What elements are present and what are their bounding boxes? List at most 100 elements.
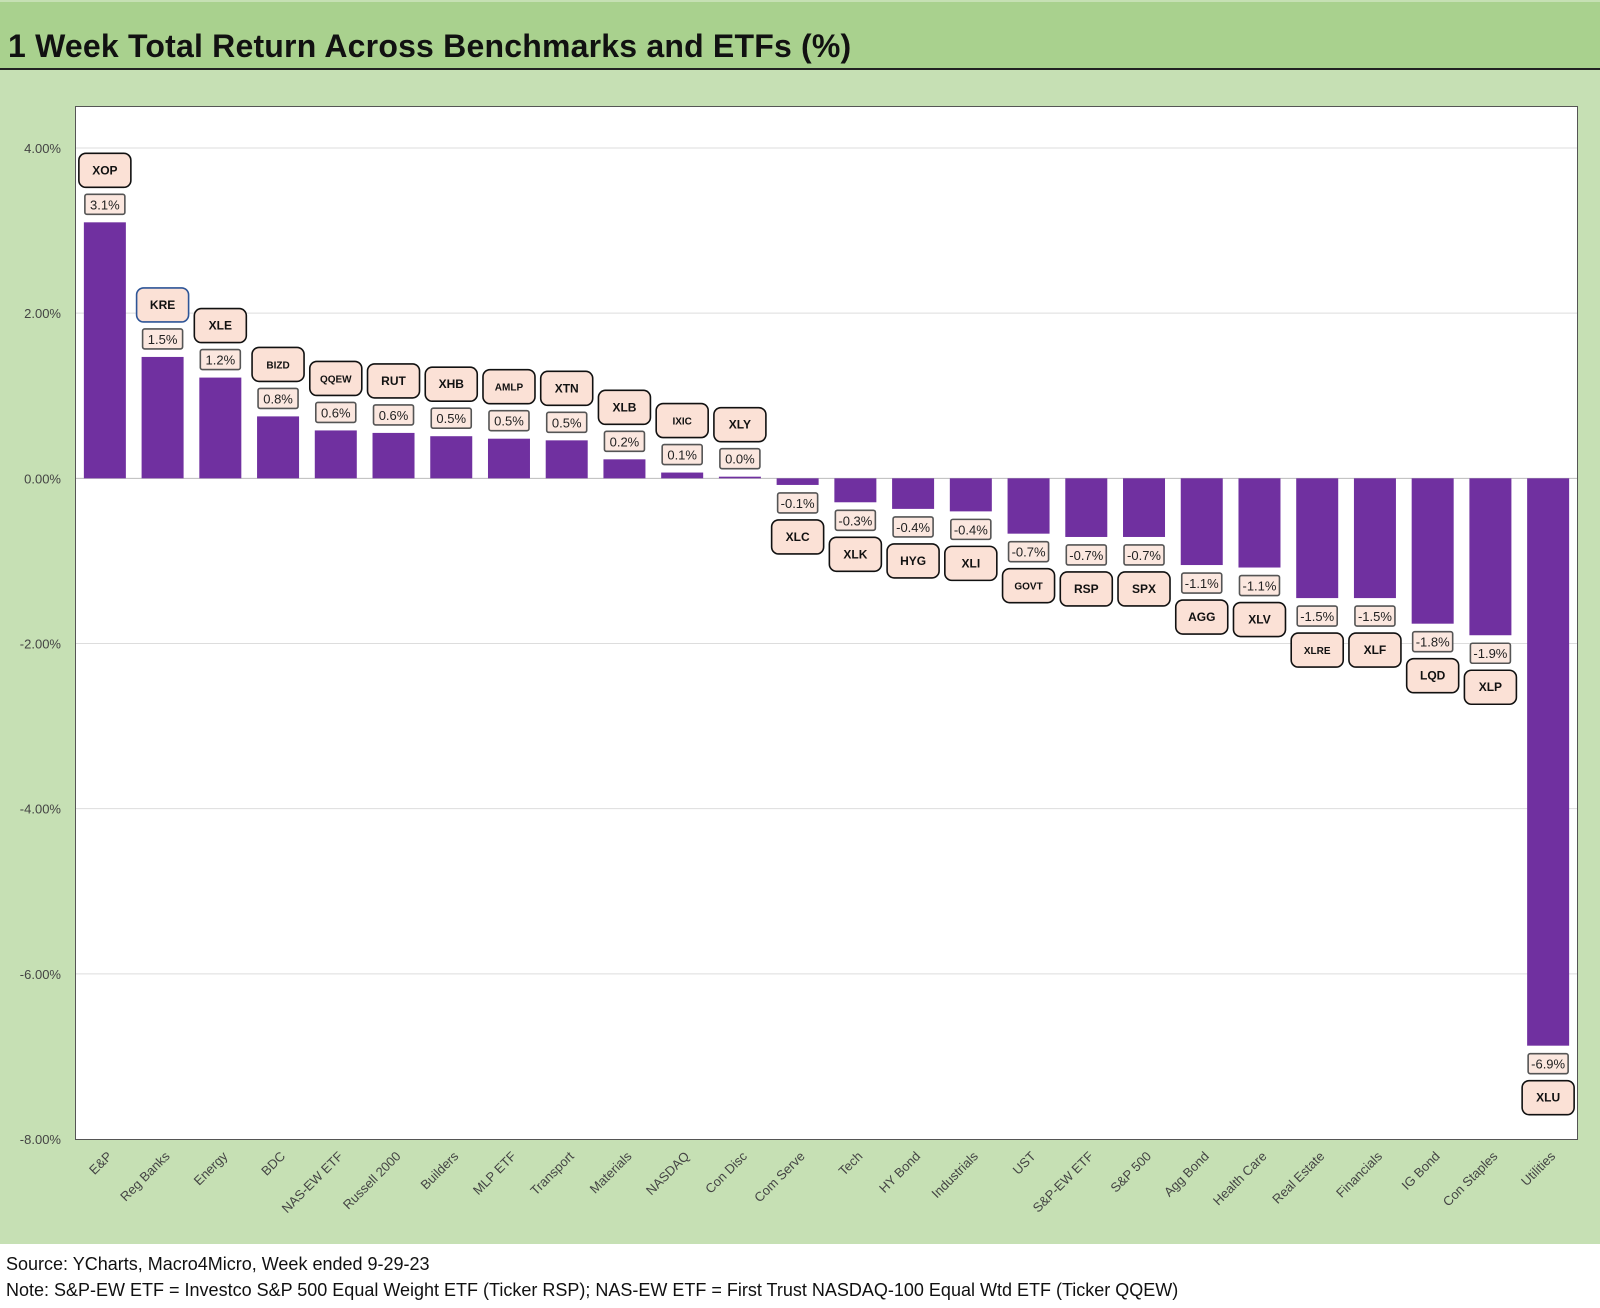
ticker-label: XOP [92, 163, 117, 177]
footer: Source: YCharts, Macro4Micro, Week ended… [0, 1244, 1600, 1308]
bar [545, 440, 588, 479]
data-label-box [1238, 574, 1281, 597]
bar [661, 472, 704, 479]
data-label-box [1123, 544, 1165, 566]
data-label: -1.9% [1473, 646, 1507, 661]
data-label-box [950, 518, 992, 541]
bar [1123, 478, 1166, 537]
data-label-box [1007, 540, 1050, 563]
ticker-label: XLU [1536, 1091, 1560, 1105]
bar [487, 438, 530, 479]
ticker-label: XTN [555, 381, 579, 395]
ticker-label: XLB [612, 400, 636, 414]
x-category-label: Agg Bond [1161, 1149, 1212, 1200]
data-label: -1.8% [1416, 635, 1450, 650]
x-category-label: Russell 2000 [340, 1149, 404, 1213]
x-category-label: Energy [191, 1148, 231, 1188]
data-label: -0.4% [954, 522, 988, 537]
data-label: -1.1% [1242, 579, 1276, 594]
x-category-label: Com Serve [751, 1149, 808, 1206]
ticker-label: GOVT [1014, 582, 1042, 593]
data-label: -1.5% [1300, 609, 1334, 624]
ticker-callout-box [308, 360, 363, 397]
ticker-label: XLP [1479, 680, 1502, 694]
data-label: -1.1% [1185, 576, 1219, 591]
data-label-box [1469, 642, 1512, 665]
data-label-box [545, 411, 588, 434]
ticker-callout-box [1059, 571, 1114, 607]
ticker-label: XLE [209, 319, 232, 333]
x-category-label: Con Staples [1440, 1148, 1501, 1209]
ticker-callout-box [78, 152, 132, 189]
ticker-label: XLI [961, 556, 980, 570]
ticker-callout-box [1001, 567, 1056, 604]
ticker-callout-box [424, 366, 479, 403]
data-label: 0.6% [379, 408, 409, 423]
data-label: -0.7% [1127, 548, 1161, 563]
x-category-label: IG Bond [1398, 1149, 1442, 1193]
bar [83, 222, 126, 479]
ticker-label: KRE [150, 298, 175, 312]
ticker-label: XLF [1364, 643, 1387, 657]
data-label-box [141, 328, 184, 350]
ticker-label: XLC [786, 530, 810, 544]
ticker-label: XHB [439, 377, 465, 391]
x-category-label: Con Disc [702, 1148, 750, 1196]
title-bar: 1 Week Total Return Across Benchmarks an… [0, 2, 1600, 70]
x-category-label: MLP ETF [470, 1148, 519, 1197]
y-tick-label: 2.00% [24, 306, 61, 321]
ticker-label: HYG [900, 554, 926, 568]
data-label: 1.2% [206, 353, 236, 368]
ticker-callout-box [1117, 571, 1171, 607]
ticker-label: QQEW [320, 374, 352, 385]
bar [718, 476, 761, 479]
data-label: 0.1% [667, 448, 697, 463]
bar [1469, 478, 1512, 636]
bar [1238, 478, 1281, 568]
data-label: 1.5% [148, 332, 178, 347]
data-label-box [661, 443, 703, 466]
chart-title: 1 Week Total Return Across Benchmarks an… [8, 28, 852, 64]
x-category-label: NAS-EW ETF [279, 1148, 346, 1215]
y-tick-label: -8.00% [20, 1132, 62, 1147]
bar [892, 478, 935, 509]
data-label: 0.6% [321, 405, 351, 420]
bar [949, 478, 992, 512]
data-label-box [257, 387, 299, 410]
data-label: -0.1% [781, 496, 815, 511]
bar [430, 436, 473, 479]
data-label: -0.3% [838, 513, 872, 528]
ticker-callout-box [539, 370, 594, 407]
bar [1065, 478, 1108, 537]
data-label-box [1296, 605, 1339, 627]
y-tick-label: -6.00% [20, 967, 62, 982]
ticker-callout-box [1174, 599, 1229, 635]
x-category-label: Materials [587, 1148, 635, 1196]
data-label-box [199, 348, 242, 371]
ticker-label: SPX [1132, 582, 1156, 596]
x-category-label: NASDAQ [643, 1149, 692, 1198]
bar [1007, 478, 1050, 534]
source-note: Source: YCharts, Macro4Micro, Week ended… [6, 1254, 430, 1274]
data-label-box [1354, 605, 1396, 627]
x-category-label: Transport [527, 1148, 577, 1198]
data-label: 0.5% [494, 414, 524, 429]
data-label: -0.7% [1012, 545, 1046, 560]
x-category-label: Utilities [1518, 1148, 1559, 1189]
x-category-label: HY Bond [876, 1149, 923, 1196]
data-label: 0.8% [263, 391, 293, 406]
data-label-box [84, 193, 126, 216]
ticker-callout-box [655, 402, 709, 439]
y-tick-label: 4.00% [24, 141, 61, 156]
x-category-label: Financials [1333, 1148, 1385, 1200]
bar [776, 478, 819, 485]
ticker-label: XLV [1248, 613, 1270, 627]
bar [1353, 478, 1396, 599]
ticker-callout-box [193, 307, 248, 344]
x-category-label: UST [1010, 1148, 1039, 1177]
ticker-note: Note: S&P-EW ETF = Investco S&P 500 Equa… [6, 1280, 1179, 1300]
data-label-box [430, 407, 473, 430]
ticker-callout-box [1232, 601, 1287, 638]
bar-chart: 4.00% 2.00% 0.00% -2.00% -4.00% -6.00% -8.00% 3… [20, 141, 1577, 1216]
